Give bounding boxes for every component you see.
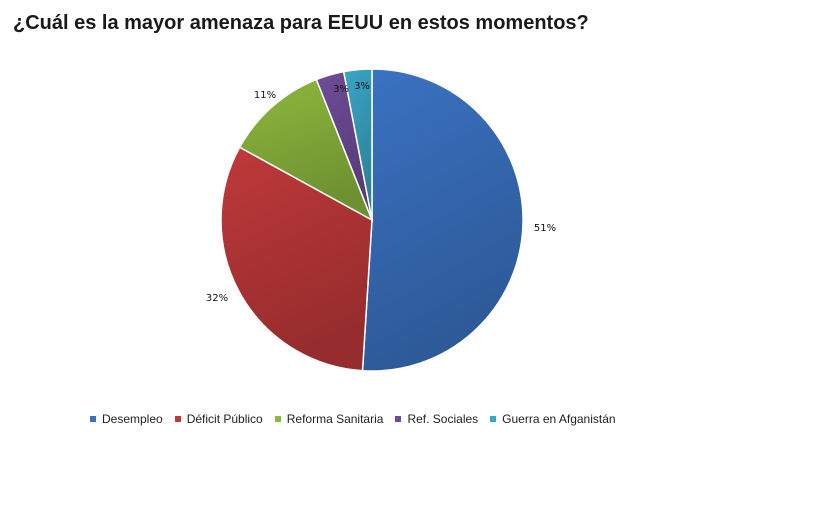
legend-item-3: Reforma Sanitaria xyxy=(274,412,384,426)
legend-item-5: Guerra en Afganistán xyxy=(490,412,616,426)
legend-swatch xyxy=(395,416,402,422)
legend-label: Desempleo xyxy=(102,412,163,426)
data-label-4: 3% xyxy=(333,84,349,95)
data-label-1: 51% xyxy=(534,223,556,234)
pie-slice-5 xyxy=(342,68,373,221)
chart-title: ¿Cuál es la mayor amenaza para EEUU en e… xyxy=(13,12,589,34)
pie-slice-1 xyxy=(361,68,524,372)
legend-label: Guerra en Afganistán xyxy=(502,412,616,426)
pie-slice-2 xyxy=(220,146,373,372)
data-label-5: 3% xyxy=(354,81,370,92)
legend-item-1: Desempleo xyxy=(90,412,163,426)
legend-swatch xyxy=(490,416,497,422)
data-label-2: 32% xyxy=(206,293,228,304)
legend-item-4: Ref. Sociales xyxy=(395,412,478,426)
data-label-3: 11% xyxy=(254,90,276,101)
legend-swatch xyxy=(90,416,96,422)
legend: Desempleo Déficit Público Reforma Sanitari… xyxy=(90,412,628,426)
pie-slice-3 xyxy=(238,78,374,222)
legend-item-2: Déficit Público xyxy=(174,412,263,426)
legend-swatch xyxy=(174,416,181,422)
legend-swatch xyxy=(274,416,281,422)
legend-label: Déficit Público xyxy=(186,412,263,426)
legend-label: Ref. Sociales xyxy=(407,412,479,426)
legend-label: Reforma Sanitaria xyxy=(286,412,384,426)
